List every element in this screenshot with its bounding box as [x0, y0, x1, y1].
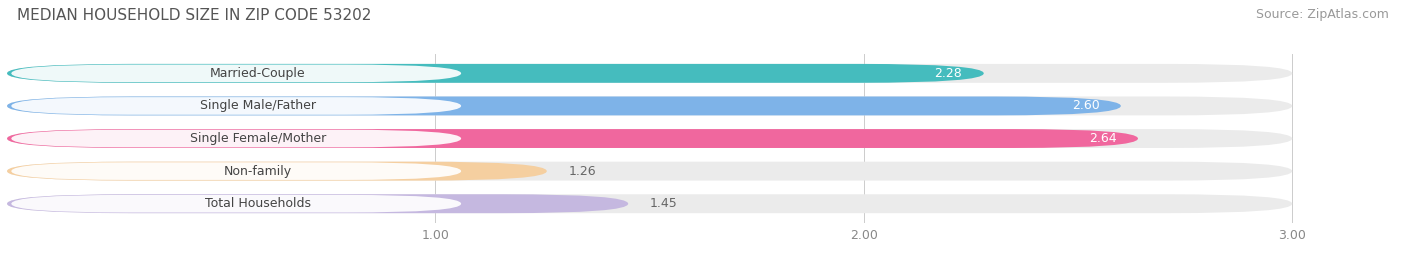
- Text: Source: ZipAtlas.com: Source: ZipAtlas.com: [1256, 8, 1389, 21]
- FancyBboxPatch shape: [7, 64, 984, 83]
- FancyBboxPatch shape: [7, 162, 1292, 180]
- FancyBboxPatch shape: [11, 130, 461, 147]
- Text: 2.64: 2.64: [1088, 132, 1116, 145]
- FancyBboxPatch shape: [7, 97, 1121, 115]
- FancyBboxPatch shape: [7, 129, 1292, 148]
- Text: Single Female/Mother: Single Female/Mother: [190, 132, 326, 145]
- FancyBboxPatch shape: [11, 162, 461, 180]
- Text: Married-Couple: Married-Couple: [209, 67, 305, 80]
- FancyBboxPatch shape: [11, 65, 461, 82]
- Text: Total Households: Total Households: [205, 197, 311, 210]
- Text: 1.26: 1.26: [568, 165, 596, 178]
- FancyBboxPatch shape: [7, 97, 1292, 115]
- FancyBboxPatch shape: [7, 194, 628, 213]
- Text: 1.45: 1.45: [650, 197, 678, 210]
- FancyBboxPatch shape: [7, 194, 1292, 213]
- FancyBboxPatch shape: [7, 129, 1137, 148]
- FancyBboxPatch shape: [7, 64, 1292, 83]
- Text: 2.28: 2.28: [935, 67, 962, 80]
- Text: 2.60: 2.60: [1071, 100, 1099, 112]
- FancyBboxPatch shape: [11, 195, 461, 213]
- Text: MEDIAN HOUSEHOLD SIZE IN ZIP CODE 53202: MEDIAN HOUSEHOLD SIZE IN ZIP CODE 53202: [17, 8, 371, 23]
- Text: Single Male/Father: Single Male/Father: [200, 100, 315, 112]
- FancyBboxPatch shape: [11, 97, 461, 115]
- Text: Non-family: Non-family: [224, 165, 291, 178]
- FancyBboxPatch shape: [7, 162, 547, 180]
